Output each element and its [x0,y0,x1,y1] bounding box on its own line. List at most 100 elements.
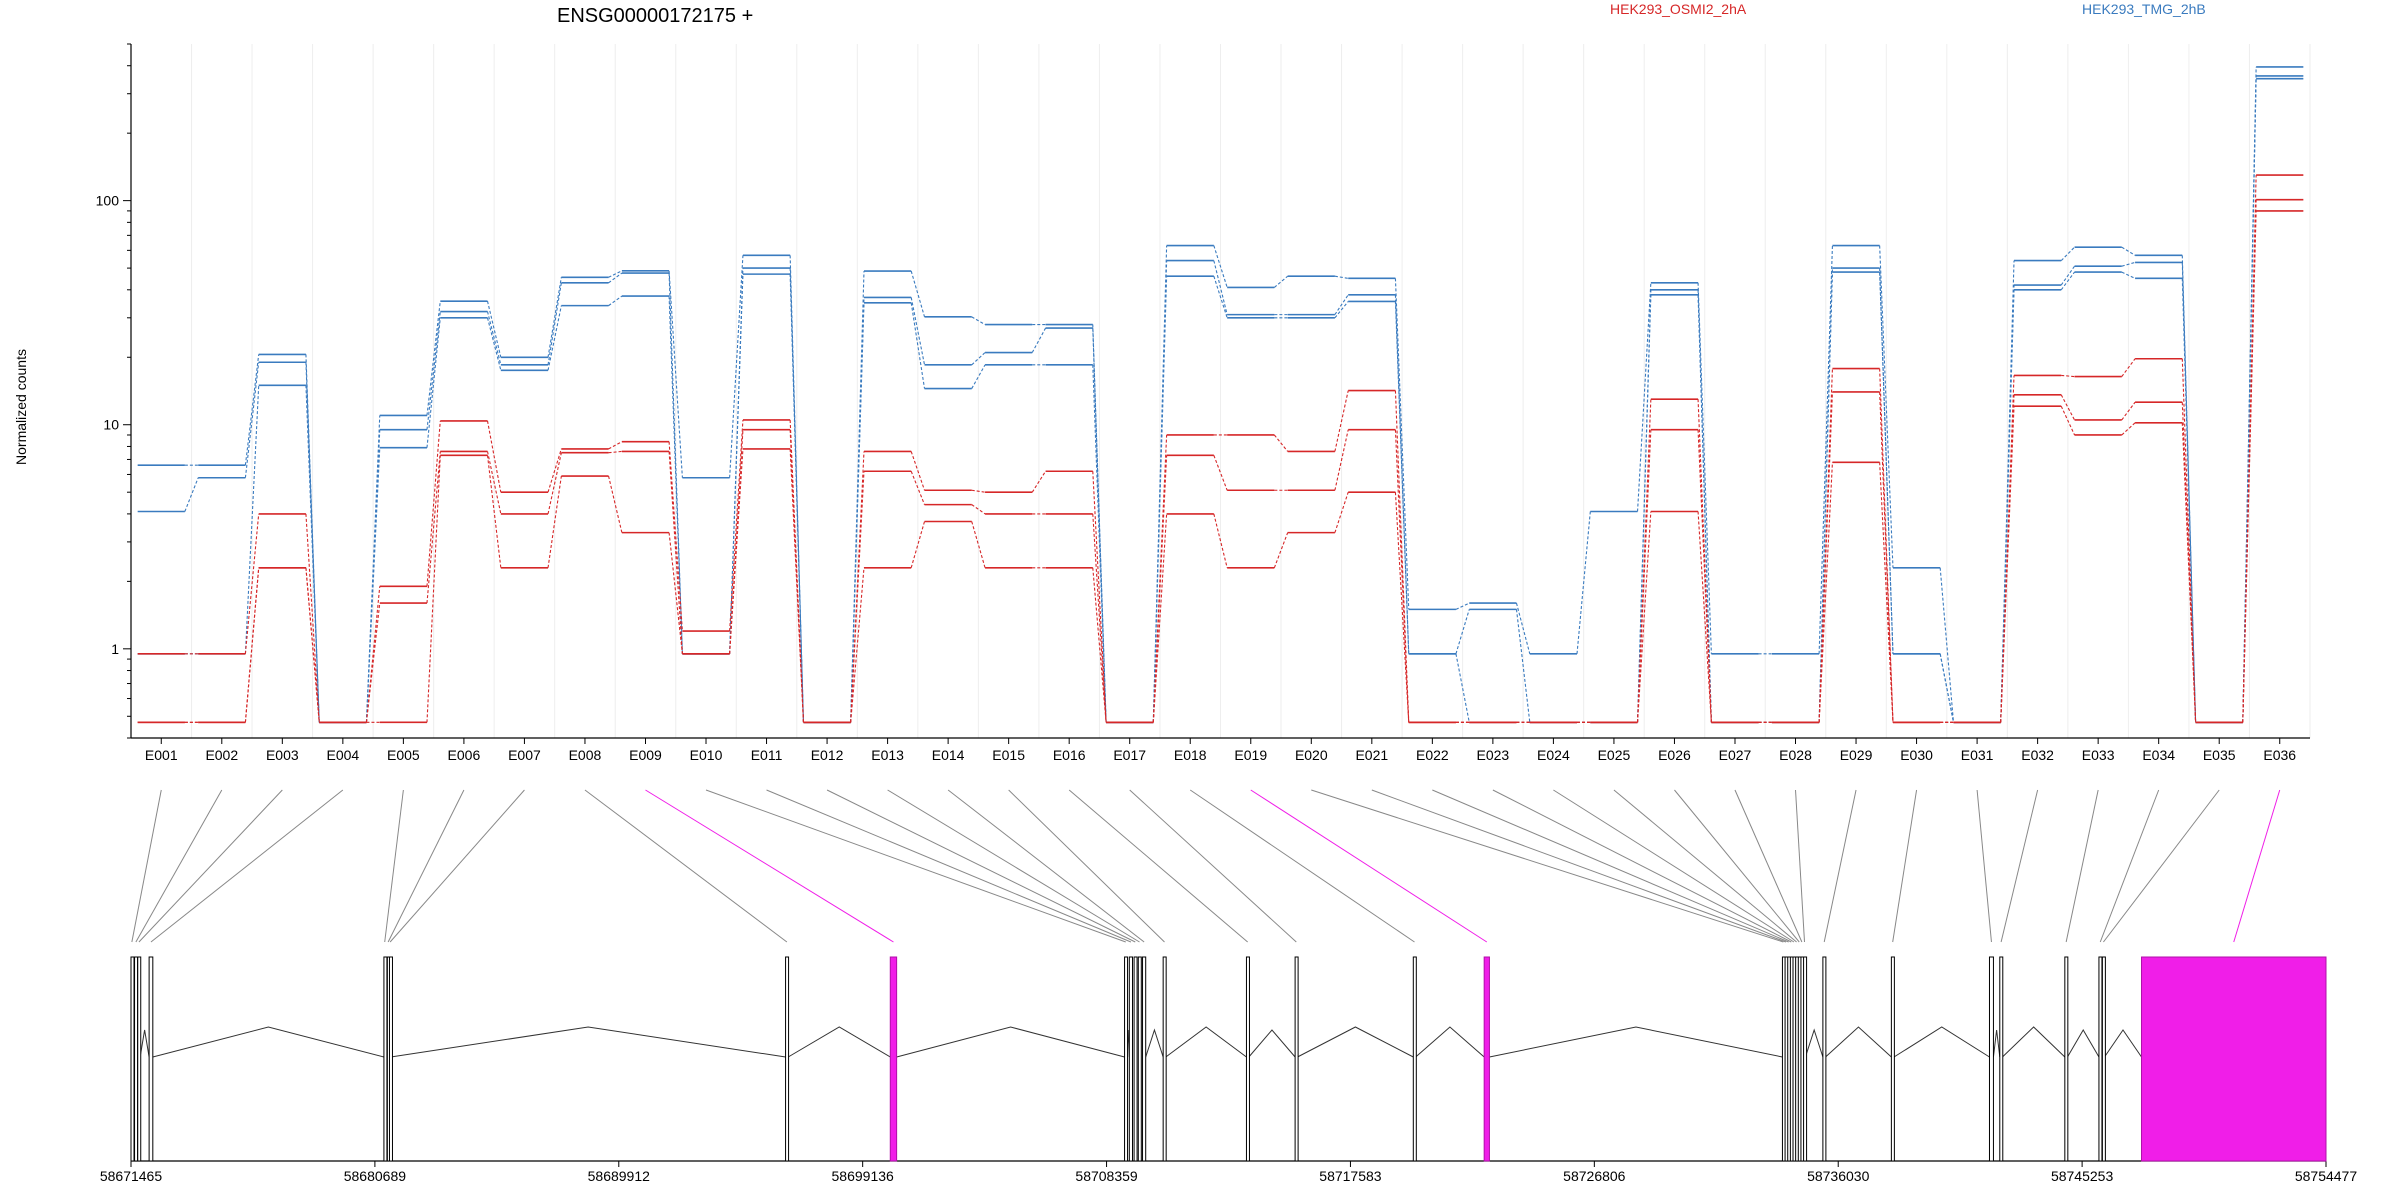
data-transition [1879,391,1894,723]
intron-line [2104,1029,2142,1058]
x-tick-label: E003 [266,747,299,763]
data-transition [1636,399,1652,723]
data-transition [1213,245,1228,288]
data-transition [547,448,562,493]
connector-e007 [389,789,525,943]
data-transition [2121,271,2136,279]
data-transition [547,305,562,371]
x-tick-label: E013 [871,747,904,763]
x-tick-label: E005 [387,747,420,763]
x-tick-label: E020 [1295,747,1328,763]
data-transition [1273,532,1289,568]
y-axis-label: Normalized counts [13,349,29,465]
connector-e014 [947,789,1145,943]
exon-box-e011 [1128,956,1133,1162]
data-transition [1939,653,1955,723]
connector-e008 [584,789,788,943]
data-transition [1697,282,1712,654]
exon-box-e031 [1988,956,1994,1162]
data-transition [1879,245,1894,568]
data-transition [244,567,260,723]
data-transition [2242,210,2257,723]
exon-box-e018 [1412,956,1417,1162]
intron-line [896,1026,1125,1058]
data-transition [608,441,623,450]
data-transition [1092,471,1107,723]
exon-connectors [131,789,2281,943]
data-transition [2060,405,2076,436]
data-transition [1818,391,1833,723]
connector-e016 [1068,789,1248,943]
x-tick-label: E024 [1537,747,1570,763]
x-tick-label: E025 [1598,747,1631,763]
chart-title: ENSG00000172175 + [557,5,753,27]
genomic-tick-label: 58708359 [1075,1168,1138,1184]
data-transition [305,567,320,723]
exon-box-e007 [388,956,393,1162]
data-transition [971,352,986,366]
data-transition [1515,609,1531,723]
intron-line [152,1026,385,1058]
data-transition [426,455,441,723]
x-tick-label: E017 [1113,747,1146,763]
data-transition [1152,276,1168,723]
data-transition [1394,429,1410,723]
x-tick-label: E002 [205,747,238,763]
x-tick-label: E034 [2142,747,2175,763]
intron-line [1145,1028,1164,1058]
exon-box-e028 [1803,956,1808,1162]
data-transition [1576,511,1591,654]
data-transition [1879,368,1894,723]
data-transition [184,477,199,512]
x-tick-label: E001 [145,747,178,763]
exon-box-e019 [1483,956,1490,1162]
data-transition [547,452,562,515]
data-transition [244,362,260,478]
data-transition [1092,567,1107,723]
x-tick-label: E021 [1355,747,1388,763]
grid-lines [130,44,2311,738]
x-tick-label: E004 [326,747,359,763]
data-transition [1394,492,1410,723]
connector-e026 [1674,789,1800,943]
x-tick-label: E022 [1416,747,1449,763]
data-transition [1334,429,1349,491]
connector-e015 [1008,789,1165,943]
exon-box-e035 [2101,956,2106,1162]
intron-line [1893,1026,1990,1058]
connector-e020 [1311,789,1784,943]
genomic-tick-label: 58754477 [2295,1168,2358,1184]
exon-box-e034 [2098,956,2103,1162]
data-transition [1455,609,1470,654]
exon-box-e017 [1294,956,1299,1162]
data-transition [365,447,381,723]
data-transition [1394,278,1410,610]
connector-e032 [2000,789,2039,943]
gene-model: 58671465 58680689 58689912 58699136 58708359… [100,956,2358,1184]
data-transition [910,451,926,491]
exon-box-e015 [1162,956,1167,1162]
data-transition [2121,358,2136,377]
data-transition [305,385,320,723]
data-transition [608,272,623,284]
data-transition [1394,301,1410,654]
y-tick-label: 100 [96,193,120,209]
intron-line [1415,1026,1485,1058]
connector-e027 [1734,789,1803,943]
data-transition [547,282,562,365]
data-transition [486,451,502,515]
x-tick-label: E015 [992,747,1025,763]
x-tick-label: E035 [2203,747,2236,763]
data-transition [1213,260,1228,315]
connector-e025 [1613,789,1797,943]
x-tick-label: E008 [569,747,602,763]
data-transition [2121,261,2136,267]
connector-e023 [1492,789,1792,943]
connector-e022 [1432,789,1789,943]
x-tick-label: E007 [508,747,541,763]
data-transition [486,420,502,493]
x-tick-label: E010 [690,747,723,763]
data-transition [2060,271,2075,291]
genomic-tick-label: 58689912 [588,1168,651,1184]
